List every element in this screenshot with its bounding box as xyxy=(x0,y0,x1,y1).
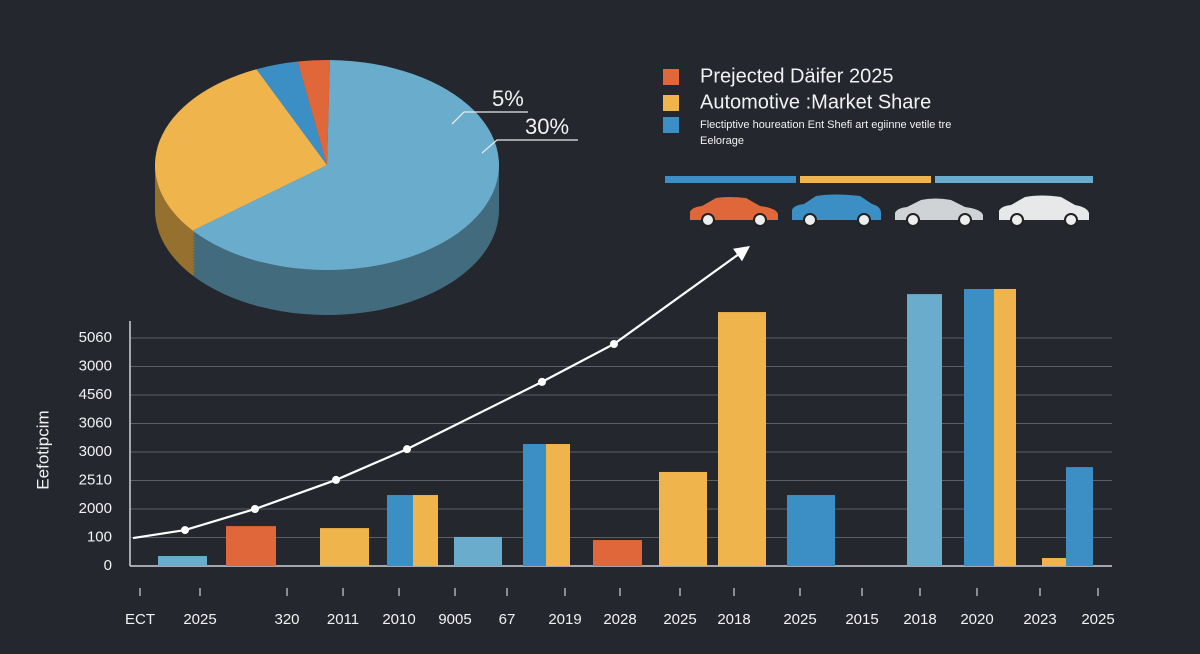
car-icon xyxy=(792,194,881,227)
bar xyxy=(718,312,766,566)
x-tick-label: ECT xyxy=(125,611,155,628)
y-tick-label: 100 xyxy=(87,528,112,545)
x-tick-label: 320 xyxy=(274,611,299,628)
pie-slice xyxy=(297,60,331,165)
x-tick-label: 2018 xyxy=(903,611,936,628)
y-tick-label: 3000 xyxy=(79,443,112,460)
x-tick-label: 2025 xyxy=(183,611,216,628)
strip xyxy=(935,176,1093,183)
strip xyxy=(800,176,931,183)
x-tick-label: 2025 xyxy=(663,611,696,628)
trend-point xyxy=(538,377,546,386)
x-tick-label: 2018 xyxy=(717,611,750,628)
x-tick-label: 2010 xyxy=(382,611,415,628)
legend-label: Flectiptive houreation Ent Shefi art egi… xyxy=(700,119,951,131)
x-tick-label: 2023 xyxy=(1023,611,1056,628)
pie-slice xyxy=(154,69,327,231)
strip xyxy=(665,176,796,183)
y-tick-label: 2510 xyxy=(79,471,112,488)
trend-point xyxy=(251,505,259,513)
leader-line xyxy=(451,111,528,125)
y-tick-label: 0 xyxy=(104,557,112,574)
y-tick-label: 5060 xyxy=(79,329,112,346)
pie-chart xyxy=(154,60,499,315)
pie-slice xyxy=(256,61,327,166)
bar xyxy=(1066,467,1093,566)
x-tick-label: 2025 xyxy=(1081,611,1114,628)
car-icon xyxy=(690,197,778,227)
bar xyxy=(593,540,642,566)
y-tick-label: 3060 xyxy=(79,414,112,431)
x-tick-label: 2020 xyxy=(960,611,993,628)
bar xyxy=(226,526,276,566)
bar xyxy=(454,536,502,566)
y-axis-label: Eefotipcim xyxy=(33,410,52,489)
bar xyxy=(964,288,994,566)
trend-point xyxy=(181,526,189,535)
trend-point xyxy=(332,475,340,484)
legend-note: Eelorage xyxy=(700,135,744,147)
y-tick-label: 2000 xyxy=(79,500,112,517)
bar xyxy=(413,495,438,566)
bar xyxy=(158,556,207,566)
legend: Prejected Däifer 2025 Automotive :Market … xyxy=(663,65,951,133)
bar xyxy=(907,294,942,566)
trend-point xyxy=(610,339,618,348)
x-tick-label: 67 xyxy=(499,611,516,628)
legend-label: Prejected Däifer 2025 xyxy=(700,65,893,87)
x-tick-label: 2019 xyxy=(548,611,581,628)
y-tick-label: 4560 xyxy=(79,386,112,403)
bar xyxy=(523,444,546,566)
x-tick-label: 2011 xyxy=(327,611,359,628)
bar xyxy=(659,471,707,566)
pie-annotation: 5% xyxy=(492,86,524,111)
x-tick-label: 2025 xyxy=(783,611,816,628)
bar xyxy=(320,528,369,566)
x-tick-label: 2028 xyxy=(603,611,636,628)
bar xyxy=(787,495,835,566)
legend-label: Automotive :Market Share xyxy=(700,91,931,113)
bar xyxy=(546,444,570,566)
bar xyxy=(387,495,413,566)
car-icon xyxy=(999,195,1089,227)
pie-annotation: 30% xyxy=(525,114,569,139)
x-tick-label: 2015 xyxy=(845,611,878,628)
color-strip xyxy=(665,176,1093,183)
y-tick-label: 3000 xyxy=(79,357,112,374)
car-icons xyxy=(690,194,1089,227)
trend-line xyxy=(132,246,750,540)
bar xyxy=(1042,558,1066,566)
x-tick-label: 9005 xyxy=(438,611,471,628)
legend-swatch xyxy=(663,117,679,133)
bar xyxy=(994,288,1016,566)
legend-swatch xyxy=(663,69,679,85)
pie-leaders xyxy=(451,111,578,154)
leader-line xyxy=(481,139,578,154)
car-icon xyxy=(895,198,983,227)
pie-slice xyxy=(192,60,499,270)
bar-chart: 0 100 2000 2510 3000 3060 4560 3000 5060 ECT 2025 3… xyxy=(79,246,1115,628)
legend-swatch xyxy=(663,95,679,111)
trend-point xyxy=(403,445,411,454)
